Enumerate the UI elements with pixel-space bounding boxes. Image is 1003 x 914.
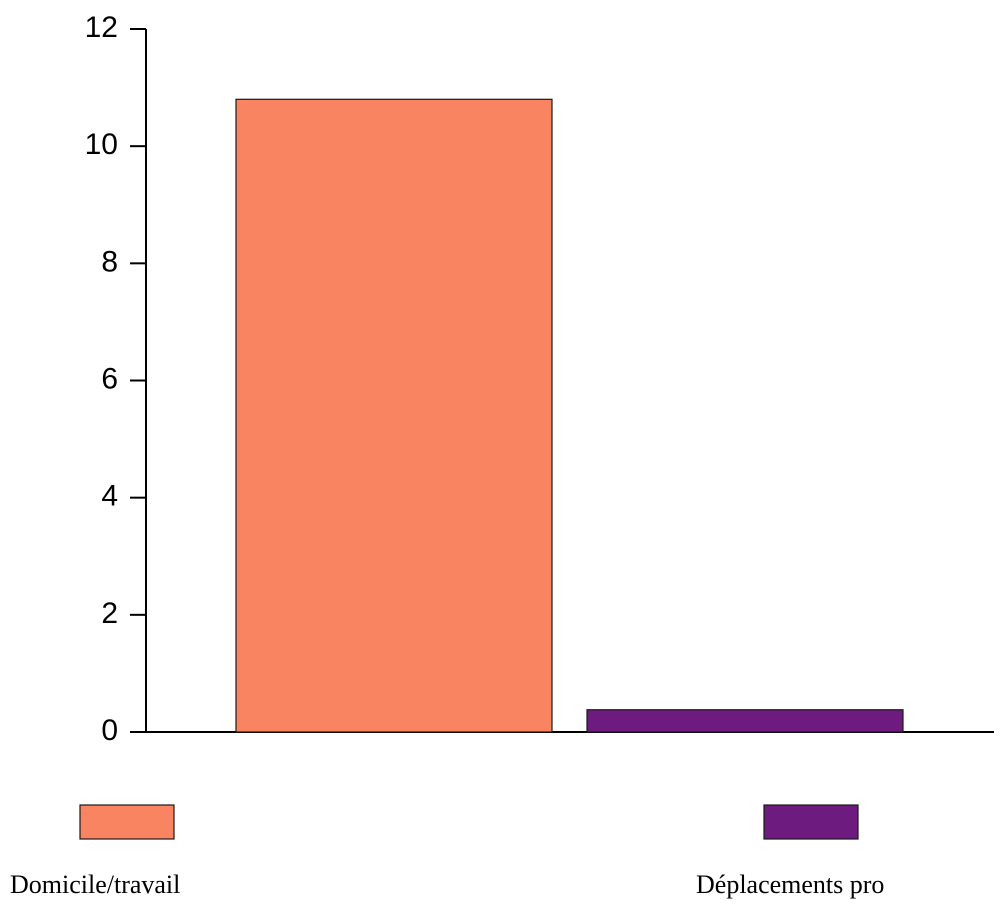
legend-swatch (763, 804, 859, 840)
bars (235, 98, 904, 733)
legend: Domicile/travail Déplacements pro (10, 804, 884, 899)
legend-label: Domicile/travail (10, 870, 180, 899)
y-tick-label: 0 (101, 714, 118, 747)
y-tick-label: 10 (85, 128, 118, 161)
legend-swatch (79, 804, 175, 840)
y-tick-label: 12 (85, 11, 118, 44)
y-tick-label: 4 (101, 480, 118, 513)
bar (586, 709, 904, 733)
bar (235, 98, 553, 733)
y-tick-label: 6 (101, 362, 118, 395)
y-tick-label: 8 (101, 245, 118, 278)
y-tick-label: 2 (101, 597, 118, 630)
legend-label: Déplacements pro (696, 870, 884, 899)
